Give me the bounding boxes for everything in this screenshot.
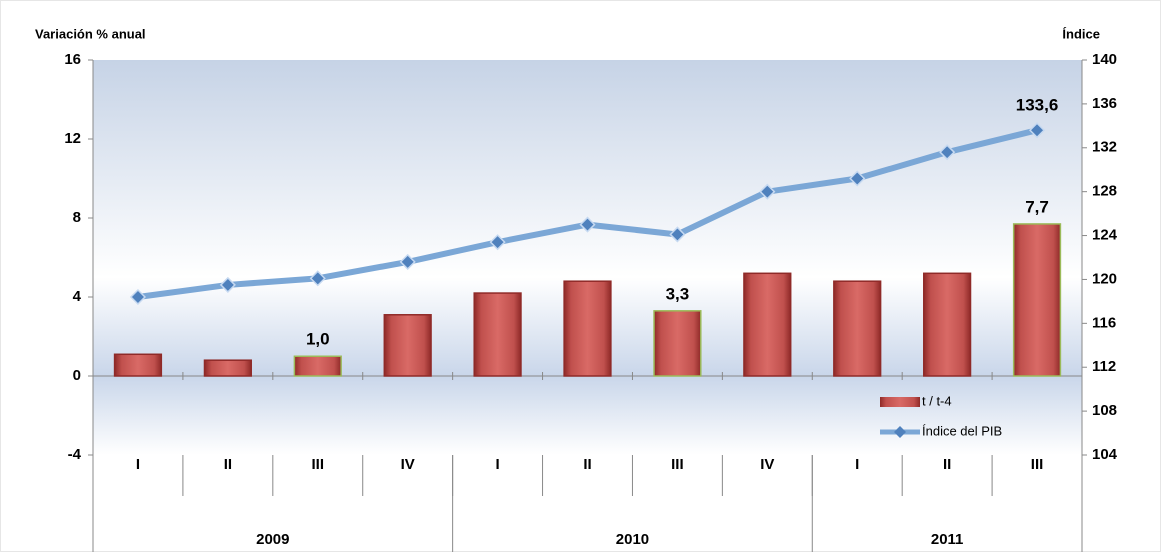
y-tick-label: 8: [73, 209, 81, 226]
line-marker: [129, 288, 147, 306]
y2-tick-label: 112: [1092, 358, 1116, 375]
data-label: 1,0: [306, 330, 330, 349]
x-tick-label: II: [943, 456, 951, 473]
line-marker: [939, 144, 956, 161]
x-group-label: 2011: [931, 531, 964, 548]
y2-tick-label: 140: [1092, 51, 1117, 68]
x-tick-label: I: [496, 456, 500, 473]
line-marker: [1028, 122, 1046, 139]
y2-tick-label: 104: [1092, 446, 1118, 463]
x-tick-label: III: [671, 456, 684, 473]
y2-tick-label: 132: [1092, 139, 1117, 156]
x-tick-label: IV: [760, 456, 774, 473]
line-marker: [309, 270, 326, 287]
plot-area: [93, 60, 1082, 455]
legend-label: Índice del PIB: [922, 423, 1002, 438]
y-tick-label: -4: [68, 446, 82, 463]
y-tick-label: 4: [73, 288, 82, 305]
x-tick-label: II: [224, 456, 232, 473]
legend-label: t / t-4: [922, 393, 952, 408]
line-marker: [489, 234, 506, 251]
legend-swatch: [880, 397, 920, 407]
x-tick-label: III: [1031, 456, 1044, 473]
bar: [1012, 223, 1062, 377]
y-tick-label: 0: [73, 367, 81, 384]
x-tick-label: I: [855, 456, 859, 473]
x-group-label: 2010: [616, 531, 649, 548]
x-group-label: 2009: [256, 531, 289, 548]
y-axis-title: Variación % anual: [35, 26, 146, 41]
y2-tick-label: 108: [1092, 402, 1117, 419]
line-marker: [669, 226, 686, 243]
y-tick-label: 12: [64, 130, 81, 147]
bar: [563, 280, 612, 377]
bar: [653, 310, 702, 377]
x-tick-label: IV: [401, 456, 415, 473]
legend-marker: [894, 426, 906, 438]
bar: [833, 280, 882, 377]
y2-tick-label: 128: [1092, 183, 1117, 200]
line-marker: [849, 170, 866, 187]
data-label: 133,6: [1016, 96, 1059, 115]
line-marker: [759, 183, 776, 200]
line-marker: [579, 216, 596, 233]
data-label: 7,7: [1025, 197, 1049, 216]
bar: [383, 314, 432, 377]
y-tick-label: 16: [64, 51, 81, 68]
line-marker: [219, 276, 236, 293]
bar: [113, 353, 163, 377]
data-label: 3,3: [666, 284, 690, 303]
y2-tick-label: 124: [1092, 227, 1118, 244]
y2-tick-label: 120: [1092, 270, 1117, 287]
bar: [923, 272, 972, 377]
x-tick-label: I: [136, 456, 140, 473]
y2-tick-label: 116: [1092, 314, 1116, 331]
line-marker: [399, 253, 416, 270]
bar: [743, 272, 792, 377]
bar: [473, 292, 522, 377]
bar: [293, 355, 342, 377]
x-tick-label: II: [583, 456, 591, 473]
y2-tick-label: 136: [1092, 95, 1117, 112]
y2-axis-title: Índice: [1062, 26, 1100, 41]
x-tick-label: III: [312, 456, 325, 473]
bar: [203, 359, 252, 377]
